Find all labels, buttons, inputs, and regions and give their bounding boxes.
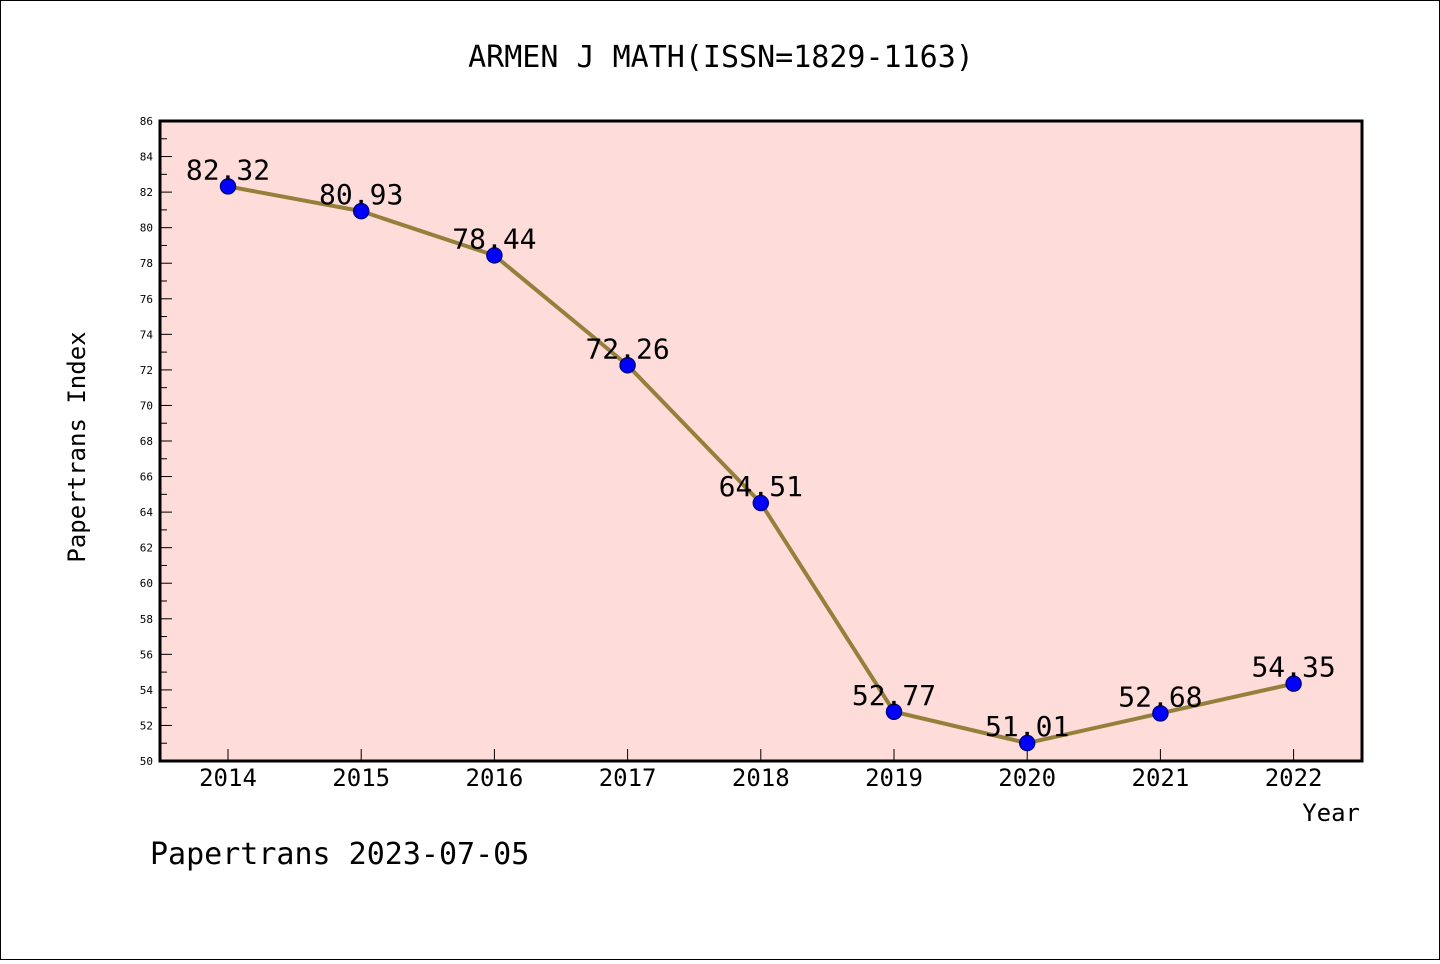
data-label: 52.77 [852,679,936,712]
y-tick-label: 50 [140,755,153,768]
y-tick-label: 68 [140,435,153,448]
data-point [1018,734,1036,752]
data-markers [219,178,1302,752]
y-tick-label: 58 [140,613,153,626]
footer-text: Papertrans 2023-07-05 [150,837,529,872]
data-label: 72.26 [585,332,669,365]
data-label: 51.01 [985,710,1069,743]
data-label: 52.68 [1118,680,1202,713]
y-tick-label: 72 [140,364,153,377]
y-tick-label: 52 [140,719,153,732]
x-tick-label: 2022 [1265,764,1323,792]
y-tick-label: 78 [140,257,153,270]
y-tick-label: 84 [140,151,154,164]
data-point [1152,705,1169,722]
y-tick-label: 82 [140,186,153,199]
x-tick-label: 2017 [599,764,657,792]
y-tick-label: 80 [140,222,153,235]
data-point [885,703,903,721]
x-tick-label: 2014 [199,764,257,792]
y-tick-label: 54 [140,684,154,697]
x-tick-label: 2018 [732,764,790,792]
y-axis-label: Papertrans Index [63,331,91,562]
data-point [486,247,503,264]
y-tick-label: 76 [140,293,153,306]
y-tick-label: 70 [140,399,153,412]
x-tick-label: 2016 [466,764,524,792]
data-label: 82.32 [186,153,270,186]
plot-area [160,121,1362,761]
data-point [752,494,770,512]
data-point [619,357,636,374]
data-label: 64.51 [719,470,803,503]
x-tick-label: 2020 [998,764,1056,792]
y-tick-label: 86 [140,115,153,128]
data-point [219,178,237,195]
data-label: 80.93 [319,178,403,211]
y-tick-label: 66 [140,471,153,484]
x-tick-label: 2019 [865,764,923,792]
plot-border [158,119,1364,763]
data-label: 54.35 [1251,651,1335,684]
y-tick-label: 56 [140,648,153,661]
x-tick-label: 2021 [1132,764,1190,792]
data-label: 78.44 [452,222,536,255]
x-axis: 2014 2015 2016 2017 2018 2019 2020 2021 2022 [199,749,1322,792]
x-axis-label: Year [1302,799,1360,827]
y-tick-label: 64 [140,506,154,519]
y-tick-label: 74 [140,328,154,341]
x-tick-label: 2015 [332,764,390,792]
y-tick-label: 62 [140,542,153,555]
y-tick-label: 60 [140,577,153,590]
y-axis: 50 52 54 56 58 60 62 64 66 68 70 72 74 76 78 80 82 84 86 [140,115,172,768]
data-labels: 82.32 80.93 78.44 72.26 64.51 52.77 51.01 52.68… [186,153,1336,743]
data-point [1285,675,1302,692]
chart-title: ARMEN J MATH(ISSN=1829-1163) [468,40,974,75]
data-point [352,202,370,220]
